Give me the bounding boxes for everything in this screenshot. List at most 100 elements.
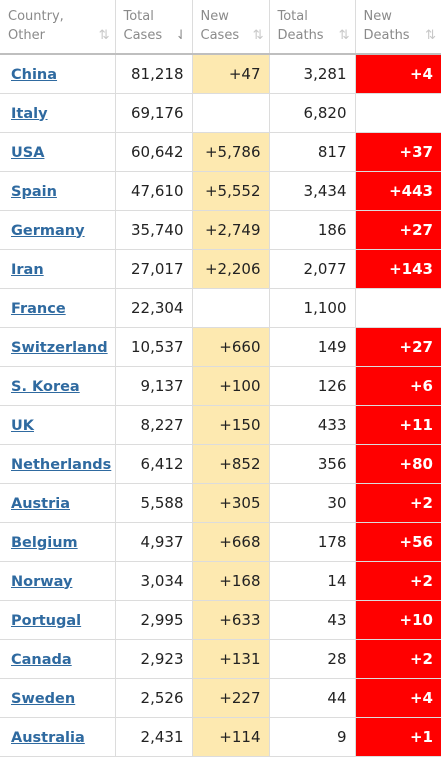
new-deaths-cell: +27 [355,210,441,250]
new-deaths-cell: +2 [355,561,441,601]
country-link[interactable]: Spain [11,183,57,200]
country-cell: Germany [0,210,116,250]
table-row: Austria 5,588 +305 30 +2 [0,483,441,523]
country-cell: UK [0,405,116,445]
column-header-country[interactable]: Country, Other ⇅ [0,0,116,55]
country-link[interactable]: Norway [11,573,73,590]
total-cases-cell: 27,017 [115,249,193,289]
header-line-2: Cases [200,28,240,43]
new-cases-cell: +305 [192,483,270,523]
new-deaths-cell: +6 [355,366,441,406]
country-link[interactable]: S. Korea [11,378,80,395]
country-cell: Spain [0,171,116,211]
country-cell: France [0,288,116,328]
sort-both-icon[interactable]: ⇅ [338,28,350,43]
country-link[interactable]: Iran [11,261,44,278]
country-link[interactable]: Italy [11,105,48,122]
new-deaths-cell: +4 [355,54,441,94]
new-deaths-cell: +10 [355,600,441,640]
country-cell: USA [0,132,116,172]
new-deaths-cell: +4 [355,678,441,718]
total-cases-cell: 9,137 [115,366,193,406]
country-link[interactable]: Portugal [11,612,82,629]
total-cases-cell: 4,937 [115,522,193,562]
table-row: Norway 3,034 +168 14 +2 [0,561,441,601]
table-row: Netherlands 6,412 +852 356 +80 [0,444,441,484]
new-deaths-cell [355,288,441,328]
sort-both-icon[interactable]: ⇅ [252,28,264,43]
total-deaths-cell: 6,820 [269,93,356,133]
country-cell: Netherlands [0,444,116,484]
new-cases-cell: +5,552 [192,171,270,211]
column-header-new-deaths[interactable]: New Deaths ⇅ [355,0,441,55]
sort-desc-icon[interactable]: ⇃ [175,28,187,43]
new-cases-cell: +5,786 [192,132,270,172]
sort-both-icon[interactable]: ⇅ [425,28,436,43]
header-line-2: Deaths [277,28,324,43]
column-header-new-cases[interactable]: New Cases ⇅ [192,0,270,55]
new-cases-cell: +227 [192,678,270,718]
column-header-total-deaths[interactable]: Total Deaths ⇅ [269,0,356,55]
new-cases-cell: +131 [192,639,270,679]
country-link[interactable]: Austria [11,495,71,512]
country-link[interactable]: Australia [11,729,85,746]
total-deaths-cell: 817 [269,132,356,172]
country-link[interactable]: Canada [11,651,72,668]
country-cell: Italy [0,93,116,133]
country-link[interactable]: Sweden [11,690,76,707]
header-line-1: New [200,9,229,24]
total-deaths-cell: 149 [269,327,356,367]
sort-both-icon[interactable]: ⇅ [98,28,110,43]
country-cell: Switzerland [0,327,116,367]
total-deaths-cell: 3,281 [269,54,356,94]
table-row: Belgium 4,937 +668 178 +56 [0,522,441,562]
country-link[interactable]: Germany [11,222,85,239]
total-deaths-cell: 43 [269,600,356,640]
country-link[interactable]: UK [11,417,35,434]
total-deaths-cell: 186 [269,210,356,250]
new-deaths-cell: +56 [355,522,441,562]
table-row: Australia 2,431 +114 9 +1 [0,717,441,757]
new-cases-cell: +660 [192,327,270,367]
total-deaths-cell: 14 [269,561,356,601]
total-cases-cell: 81,218 [115,54,193,94]
new-cases-cell [192,93,270,133]
table-row: France 22,304 1,100 [0,288,441,328]
total-cases-cell: 22,304 [115,288,193,328]
new-deaths-cell [355,93,441,133]
new-deaths-cell: +443 [355,171,441,211]
new-cases-cell: +47 [192,54,270,94]
table-row: Sweden 2,526 +227 44 +4 [0,678,441,718]
column-header-total-cases[interactable]: Total Cases ⇃ [115,0,193,55]
new-deaths-cell: +80 [355,444,441,484]
new-cases-cell: +633 [192,600,270,640]
country-link[interactable]: China [11,66,58,83]
country-cell: Canada [0,639,116,679]
total-deaths-cell: 178 [269,522,356,562]
country-link[interactable]: Belgium [11,534,78,551]
country-link[interactable]: Netherlands [11,456,112,473]
table-header: Country, Other ⇅ Total Cases ⇃ New Cases… [0,0,441,55]
total-deaths-cell: 3,434 [269,171,356,211]
total-deaths-cell: 44 [269,678,356,718]
total-cases-cell: 2,995 [115,600,193,640]
total-cases-cell: 2,431 [115,717,193,757]
country-cell: Norway [0,561,116,601]
country-link[interactable]: France [11,300,66,317]
country-cell: Sweden [0,678,116,718]
new-deaths-cell: +2 [355,483,441,523]
country-cell: Austria [0,483,116,523]
total-cases-cell: 60,642 [115,132,193,172]
table-body: China 81,218 +47 3,281 +4 Italy 69,176 6,820 USA… [0,54,441,757]
country-link[interactable]: USA [11,144,45,161]
new-cases-cell: +150 [192,405,270,445]
country-cell: Australia [0,717,116,757]
total-cases-cell: 2,526 [115,678,193,718]
total-cases-cell: 10,537 [115,327,193,367]
country-link[interactable]: Switzerland [11,339,108,356]
country-cell: S. Korea [0,366,116,406]
new-deaths-cell: +11 [355,405,441,445]
table-row: China 81,218 +47 3,281 +4 [0,54,441,94]
total-cases-cell: 6,412 [115,444,193,484]
